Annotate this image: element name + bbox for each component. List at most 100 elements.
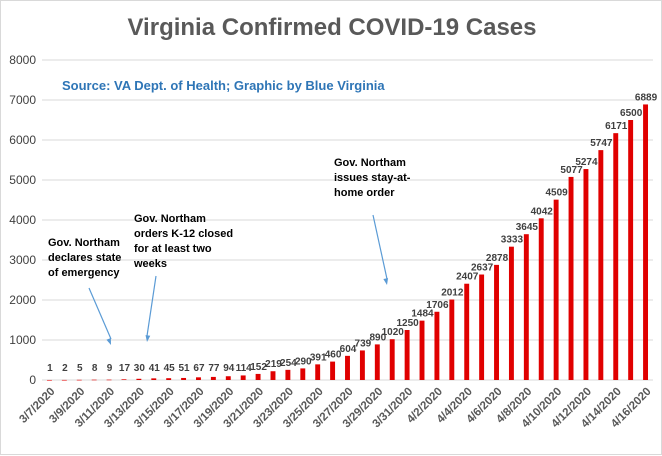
bar bbox=[61, 379, 67, 381]
bar bbox=[419, 320, 425, 380]
bar bbox=[315, 364, 321, 380]
data-label: 391 bbox=[310, 352, 327, 363]
bar bbox=[404, 330, 410, 380]
bar-series bbox=[46, 104, 649, 381]
y-tick-label: 8000 bbox=[9, 53, 36, 67]
bar bbox=[628, 120, 634, 380]
data-label: 290 bbox=[295, 356, 312, 367]
y-tick-label: 1000 bbox=[9, 333, 36, 347]
y-tick-label: 3000 bbox=[9, 253, 36, 267]
data-label: 4509 bbox=[546, 188, 569, 199]
data-label: 6889 bbox=[635, 92, 658, 103]
data-label: 460 bbox=[325, 350, 342, 361]
bar bbox=[76, 379, 82, 381]
data-label: 219 bbox=[265, 359, 282, 370]
bar bbox=[434, 311, 440, 380]
data-label: 51 bbox=[179, 363, 191, 374]
data-label: 9 bbox=[107, 363, 113, 374]
bar bbox=[136, 378, 142, 380]
bar bbox=[330, 361, 336, 380]
data-label: 1 bbox=[47, 363, 53, 374]
data-label: 114 bbox=[236, 363, 253, 374]
bar bbox=[210, 376, 216, 380]
arrowhead bbox=[106, 338, 111, 345]
data-label: 94 bbox=[223, 363, 235, 374]
bar bbox=[553, 199, 559, 380]
y-tick-label: 7000 bbox=[9, 93, 36, 107]
y-axis-ticks: 0 1000 2000 3000 4000 5000 6000 7000 8000 bbox=[9, 53, 36, 387]
data-label: 1706 bbox=[426, 300, 449, 311]
annotation-line: declares state bbox=[48, 252, 121, 264]
data-label: 1250 bbox=[396, 318, 419, 329]
bar bbox=[106, 379, 112, 381]
data-label: 604 bbox=[340, 344, 357, 355]
annotation-line: for at least two bbox=[134, 243, 212, 255]
data-label: 2878 bbox=[486, 253, 509, 264]
data-label: 739 bbox=[355, 338, 372, 349]
data-label: 5 bbox=[77, 363, 83, 374]
bar bbox=[46, 379, 52, 381]
data-label: 6500 bbox=[620, 108, 643, 119]
data-label: 4042 bbox=[531, 206, 554, 217]
bar bbox=[166, 378, 172, 380]
bar bbox=[270, 371, 276, 380]
data-label: 17 bbox=[119, 363, 131, 374]
annotation-line: orders K-12 closed bbox=[134, 228, 233, 240]
annotation-line: Gov. Northam bbox=[334, 157, 406, 169]
data-label: 1020 bbox=[382, 327, 405, 338]
data-label: 67 bbox=[193, 363, 205, 374]
data-label: 8 bbox=[92, 363, 98, 374]
data-label: 3645 bbox=[516, 222, 539, 233]
y-tick-label: 2000 bbox=[9, 293, 36, 307]
bar bbox=[255, 373, 261, 380]
bar bbox=[568, 176, 574, 380]
annotation-line: of emergency bbox=[48, 267, 120, 279]
bar bbox=[196, 377, 201, 380]
bar bbox=[583, 169, 589, 380]
annotation-arrow bbox=[88, 287, 112, 340]
chart-subtitle: Source: VA Dept. of Health; Graphic by B… bbox=[62, 78, 385, 93]
y-tick-label: 0 bbox=[29, 373, 36, 387]
annotation-line: Gov. Northam bbox=[48, 237, 120, 249]
y-tick-label: 5000 bbox=[9, 173, 36, 187]
bar bbox=[494, 264, 499, 380]
data-label: 45 bbox=[164, 363, 176, 374]
annotation-line: issues stay-at- bbox=[334, 172, 411, 184]
bar bbox=[300, 368, 306, 380]
bar bbox=[643, 104, 649, 380]
bar bbox=[523, 234, 529, 380]
data-label: 30 bbox=[134, 363, 146, 374]
bar bbox=[91, 379, 97, 381]
bar bbox=[374, 344, 380, 380]
annotation-line: weeks bbox=[133, 258, 167, 270]
bar bbox=[538, 218, 544, 380]
data-label: 2 bbox=[62, 363, 68, 374]
bar bbox=[389, 339, 395, 380]
data-label: 2407 bbox=[456, 272, 479, 283]
data-label: 1484 bbox=[411, 309, 434, 320]
annotation-arrow bbox=[372, 214, 388, 280]
arrowhead bbox=[383, 278, 389, 285]
data-label: 5274 bbox=[575, 157, 598, 168]
gridlines bbox=[42, 59, 653, 381]
bar bbox=[121, 379, 127, 380]
y-tick-label: 6000 bbox=[9, 133, 36, 147]
data-label: 6171 bbox=[605, 121, 628, 132]
bar bbox=[508, 246, 514, 380]
data-label: 2637 bbox=[471, 263, 494, 274]
annotation-line: home order bbox=[334, 187, 395, 199]
bar bbox=[225, 376, 231, 380]
data-label: 890 bbox=[369, 332, 386, 343]
data-label: 5077 bbox=[560, 165, 583, 176]
annotation-line: Gov. Northam bbox=[134, 213, 206, 225]
bar bbox=[240, 375, 246, 380]
data-label: 3333 bbox=[501, 235, 524, 246]
chart-title: Virginia Confirmed COVID-19 Cases bbox=[127, 14, 536, 41]
bar bbox=[449, 299, 455, 380]
data-label: 5747 bbox=[590, 138, 613, 149]
annotation-arrow bbox=[146, 275, 157, 337]
bar bbox=[359, 350, 365, 380]
bar bbox=[464, 283, 470, 380]
bar bbox=[598, 150, 604, 380]
